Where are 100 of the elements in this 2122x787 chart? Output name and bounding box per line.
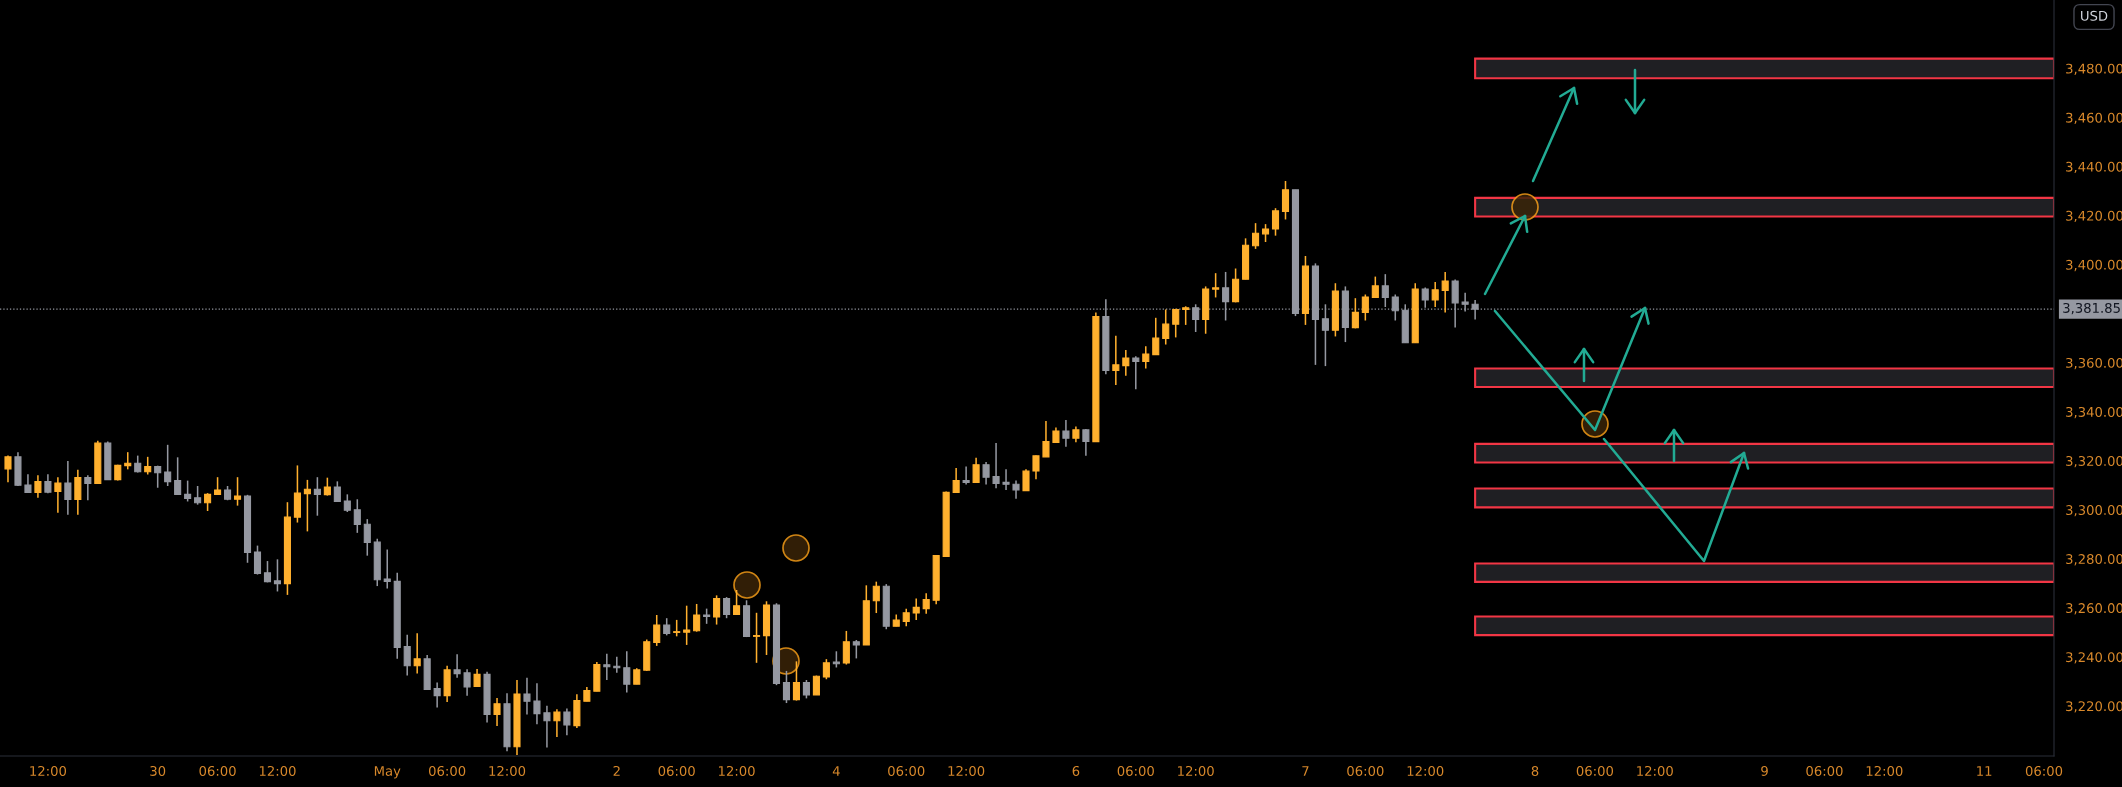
candlestick bbox=[1271, 207, 1280, 237]
y-tick-label: 3,460.00 bbox=[2066, 112, 2122, 125]
candlestick bbox=[253, 544, 262, 576]
candlestick bbox=[1012, 479, 1020, 500]
candlestick bbox=[174, 456, 182, 496]
candlestick bbox=[723, 596, 731, 619]
candlestick bbox=[1132, 355, 1140, 390]
candlestick bbox=[453, 653, 461, 679]
candlestick bbox=[493, 697, 501, 727]
candlestick bbox=[403, 634, 411, 677]
candlestick bbox=[792, 660, 800, 702]
candlestick bbox=[623, 650, 631, 694]
candlestick bbox=[463, 668, 471, 697]
x-tick-label: 06:00 bbox=[2025, 765, 2063, 776]
candlestick bbox=[922, 592, 930, 615]
candlestick bbox=[74, 469, 82, 516]
candlestick bbox=[24, 473, 32, 494]
candlestick bbox=[184, 479, 192, 503]
x-tick-label: 12:00 bbox=[719, 765, 755, 776]
candlestick bbox=[1371, 275, 1379, 299]
candlestick bbox=[1082, 428, 1090, 457]
candlestick bbox=[962, 465, 970, 486]
candlestick bbox=[1122, 349, 1130, 377]
candlestick bbox=[1032, 454, 1040, 480]
y-tick-label: 3,440.00 bbox=[2066, 161, 2122, 174]
candlestick bbox=[533, 682, 541, 726]
candlestick bbox=[1022, 468, 1030, 492]
x-tick-label: 11 bbox=[1977, 766, 1992, 776]
x-tick-label: 06:00 bbox=[1347, 765, 1384, 776]
x-tick-label: 06:00 bbox=[199, 765, 236, 776]
candlestick bbox=[1182, 305, 1190, 326]
candlestick bbox=[842, 630, 850, 666]
y-tick-label: 3,260.00 bbox=[2066, 603, 2122, 615]
candlestick bbox=[1042, 420, 1050, 458]
candlestick bbox=[1152, 317, 1160, 356]
x-tick-label: 06:00 bbox=[888, 765, 925, 776]
x-tick-label: 12:00 bbox=[259, 765, 296, 776]
candlestick bbox=[982, 461, 990, 486]
candlestick bbox=[233, 476, 242, 507]
candlestick bbox=[992, 442, 1000, 489]
y-tick-label: 3,340.00 bbox=[2066, 406, 2122, 419]
ref-line-label: 3,381.85 bbox=[2063, 302, 2120, 315]
y-tick-label: 3,400.00 bbox=[2066, 259, 2122, 272]
y-tick-label: 3,280.00 bbox=[2066, 554, 2122, 566]
x-tick-label: 12:00 bbox=[1866, 765, 1903, 776]
y-tick-label: 3,220.00 bbox=[2066, 701, 2122, 713]
candlestick bbox=[64, 460, 72, 516]
candlestick bbox=[333, 480, 341, 503]
candlestick bbox=[1431, 281, 1439, 308]
x-tick-label: 06:00 bbox=[658, 765, 695, 776]
text: USD bbox=[2081, 10, 2108, 21]
candlestick bbox=[1441, 271, 1449, 314]
candlestick bbox=[523, 677, 531, 716]
x-tick-label: 9 bbox=[1761, 765, 1768, 776]
x-tick-label: 12:00 bbox=[1637, 765, 1673, 776]
candlestick bbox=[1142, 345, 1150, 370]
candlestick bbox=[363, 518, 371, 557]
x-tick-label: 06:00 bbox=[1576, 765, 1614, 776]
candlestick bbox=[164, 444, 172, 487]
candlestick bbox=[553, 708, 561, 738]
candlestick bbox=[543, 704, 551, 749]
x-tick-label: 12:00 bbox=[948, 765, 985, 776]
candlestick bbox=[1281, 180, 1290, 221]
x-tick-label: 4 bbox=[832, 766, 840, 776]
candlestick bbox=[1232, 267, 1240, 304]
x-tick-label: 2 bbox=[613, 765, 620, 776]
candlestick bbox=[383, 548, 391, 590]
y-tick-label: 3,360.00 bbox=[2066, 357, 2122, 370]
candlestick bbox=[733, 589, 741, 616]
x-tick-label: 06:00 bbox=[1806, 765, 1843, 776]
candlestick bbox=[822, 658, 830, 681]
x-tick-label: 7 bbox=[1302, 766, 1309, 776]
x-tick-label: May bbox=[374, 766, 401, 779]
candlestick bbox=[603, 652, 611, 681]
y-tick-label: 3,320.00 bbox=[2066, 455, 2122, 468]
candlestick bbox=[194, 485, 202, 506]
candlestick bbox=[802, 679, 810, 700]
candlestick bbox=[1212, 272, 1220, 299]
candlestick bbox=[683, 604, 691, 646]
candlestick bbox=[4, 454, 12, 484]
candlestick bbox=[912, 597, 920, 621]
candlestick bbox=[84, 474, 92, 502]
y-tick-label: 3,420.00 bbox=[2066, 210, 2122, 223]
candlestick bbox=[433, 681, 441, 709]
candlestick bbox=[1252, 222, 1260, 250]
candlestick bbox=[752, 612, 761, 664]
candlestick bbox=[693, 603, 701, 633]
candlestick bbox=[1112, 334, 1120, 386]
x-tick-label: 12:00 bbox=[1178, 765, 1214, 776]
candlestick bbox=[1381, 273, 1389, 308]
y-tick-label: 3,480.00 bbox=[2066, 63, 2122, 75]
y-tick-label: 3,300.00 bbox=[2066, 505, 2122, 517]
candlestick bbox=[1062, 419, 1070, 448]
candlestick bbox=[34, 474, 42, 499]
candlestick bbox=[972, 457, 980, 484]
x-tick-label: 8 bbox=[1531, 765, 1539, 776]
candlestick bbox=[852, 639, 860, 660]
x-tick-label: 06:00 bbox=[1117, 765, 1154, 776]
candlestick bbox=[1002, 468, 1010, 491]
candlestick bbox=[54, 476, 62, 514]
